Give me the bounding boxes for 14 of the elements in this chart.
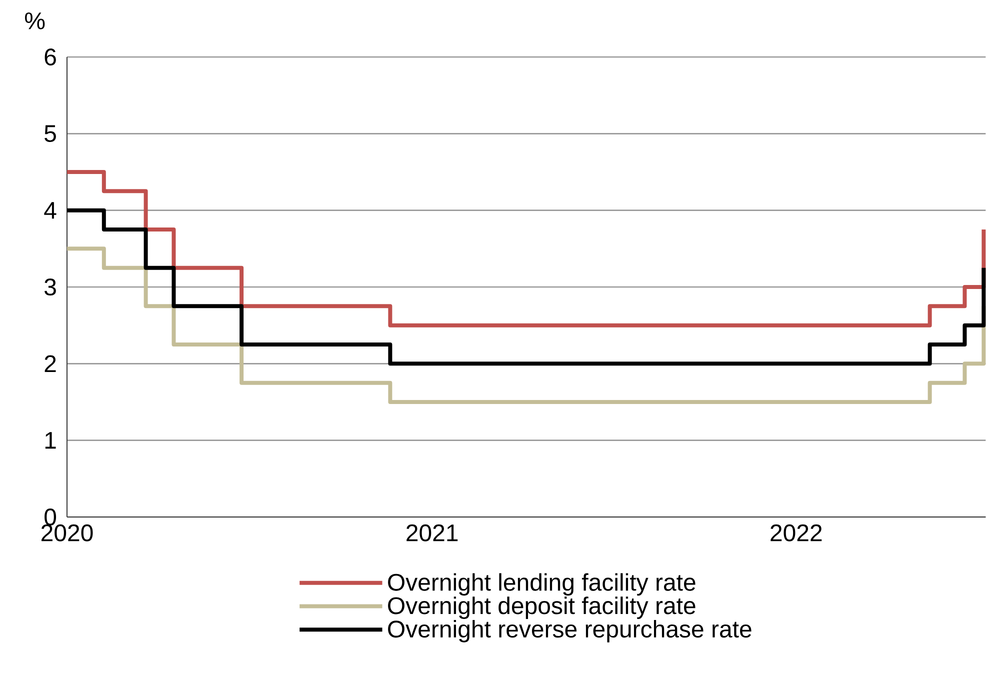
y-tick-label: 4 <box>44 202 56 219</box>
y-tick-label: 0 <box>44 508 56 526</box>
y-tick-label: 6 <box>44 48 56 66</box>
y-axis-title: % <box>25 12 45 30</box>
y-tick-label: 5 <box>44 125 56 142</box>
legend-label: Overnight reverse repurchase rate <box>388 620 752 642</box>
x-tick-label: 2021 <box>406 524 458 542</box>
legend-label: Overnight lending facility rate <box>388 573 696 596</box>
y-tick-label: 1 <box>45 432 56 449</box>
x-tick-label: 2020 <box>42 524 93 542</box>
legend-label: Overnight deposit facility rate <box>388 596 696 619</box>
x-tick-label: 2022 <box>770 524 822 542</box>
y-tick-label: 3 <box>44 278 56 296</box>
y-tick-label: 2 <box>44 355 56 372</box>
